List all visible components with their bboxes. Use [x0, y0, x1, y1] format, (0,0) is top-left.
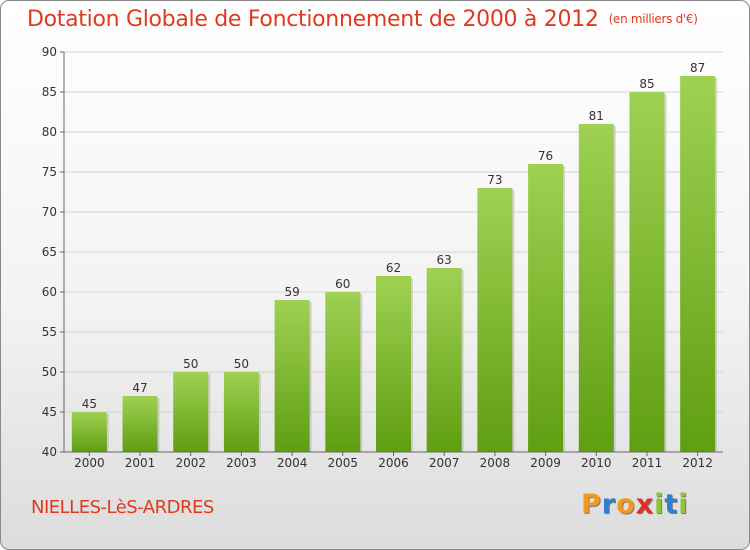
bar-value-label: 76	[538, 149, 553, 163]
x-tick-label: 2000	[74, 456, 105, 470]
logo-letter: o	[616, 489, 636, 520]
bar	[223, 372, 259, 452]
y-tick-label: 85	[42, 85, 57, 99]
x-tick-label: 2008	[480, 456, 511, 470]
bar	[274, 300, 310, 452]
chart-title-text: Dotation Globale de Fonctionnement de 20…	[27, 7, 599, 32]
bar	[71, 412, 107, 452]
x-tick-label: 2010	[581, 456, 612, 470]
bar-value-label: 87	[690, 61, 705, 75]
axes	[60, 51, 723, 456]
y-tick-label: 90	[42, 45, 57, 59]
bar-value-label: 63	[437, 253, 452, 267]
bar-value-label: 81	[589, 109, 604, 123]
bar	[578, 124, 614, 452]
logo-letter: t	[664, 489, 679, 520]
bar-value-label: 47	[132, 381, 147, 395]
chart-subtitle: (en milliers d'€)	[608, 12, 698, 26]
y-tick-label: 55	[42, 325, 57, 339]
logo-letter: x	[635, 489, 655, 520]
bar	[426, 268, 462, 452]
bar-value-label: 59	[284, 285, 299, 299]
chart-title: Dotation Globale de Fonctionnement de 20…	[27, 7, 698, 32]
x-tick-label: 2005	[328, 456, 359, 470]
bar-value-label: 50	[183, 357, 198, 371]
y-tick-label: 50	[42, 365, 57, 379]
y-tick-label: 75	[42, 165, 57, 179]
y-tick-label: 80	[42, 125, 57, 139]
logo-letter: i	[678, 489, 689, 520]
x-tick-label: 2012	[682, 456, 713, 470]
x-tick-label: 2004	[277, 456, 308, 470]
x-tick-label: 2001	[125, 456, 156, 470]
bar	[629, 92, 665, 452]
labels: 40 45 50 55 60 65 70 75 80 85 90 45 2000 47 2001 50 2002…	[42, 45, 713, 470]
logo-letter: r	[601, 489, 617, 520]
bar	[173, 372, 209, 452]
bar-value-label: 73	[487, 173, 502, 187]
logo-letter: P	[581, 489, 602, 520]
bar	[680, 76, 716, 452]
proxiti-logo: Proxiti	[581, 489, 689, 520]
logo-letter: i	[654, 489, 665, 520]
bar-value-label: 62	[386, 261, 401, 275]
x-tick-label: 2011	[632, 456, 663, 470]
bar	[376, 276, 411, 452]
x-tick-label: 2003	[226, 456, 257, 470]
bar-value-label: 45	[82, 397, 97, 411]
bar-value-label: 85	[639, 77, 654, 91]
x-tick-label: 2002	[175, 456, 206, 470]
x-tick-label: 2006	[378, 456, 409, 470]
y-tick-label: 65	[42, 245, 57, 259]
bar	[122, 396, 158, 452]
bar-value-label: 60	[335, 277, 350, 291]
x-tick-label: 2007	[429, 456, 460, 470]
commune-name: NIELLES-LèS-ARDRES	[31, 497, 214, 518]
y-tick-label: 45	[42, 405, 57, 419]
bar	[528, 164, 564, 452]
y-tick-label: 60	[42, 285, 57, 299]
x-tick-label: 2009	[530, 456, 561, 470]
bar-value-label: 50	[234, 357, 249, 371]
bars	[71, 76, 718, 452]
y-tick-label: 70	[42, 205, 57, 219]
bar	[477, 188, 513, 452]
y-tick-label: 40	[42, 445, 57, 459]
bar	[325, 292, 361, 452]
